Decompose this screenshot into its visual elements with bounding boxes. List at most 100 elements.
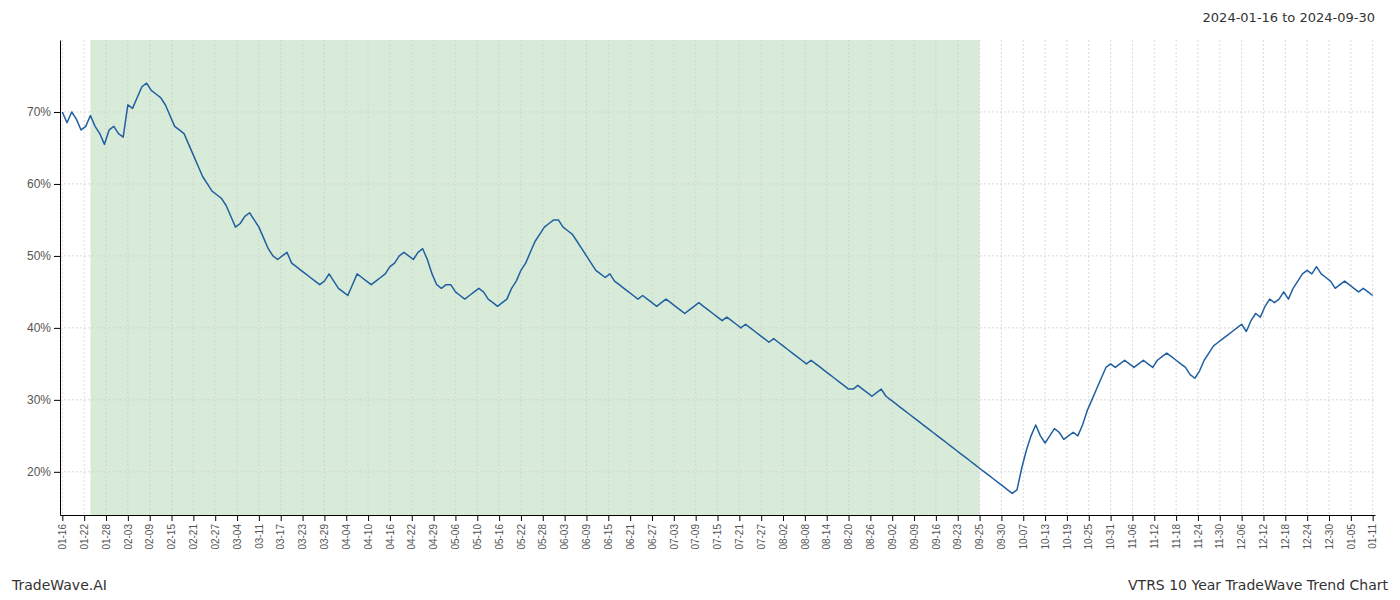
- x-tick: 12-30: [1324, 515, 1335, 550]
- spans: [90, 40, 979, 515]
- x-tick-label: 08-08: [800, 524, 811, 550]
- x-grid-line: [651, 40, 652, 515]
- y-tick-label: 70%: [27, 105, 51, 119]
- x-tick-label: 03-29: [319, 524, 330, 550]
- x-tick-mark: [783, 515, 784, 521]
- x-tick-label: 08-26: [865, 524, 876, 550]
- x-grid-line: [1001, 40, 1002, 515]
- x-grid-line: [1197, 40, 1198, 515]
- x-tick: 05-22: [516, 515, 527, 550]
- x-tick-mark: [477, 515, 478, 521]
- x-tick: 02-03: [123, 515, 134, 550]
- x-tick: 09-23: [952, 515, 963, 550]
- x-tick: 02-09: [144, 515, 155, 550]
- x-grid-line: [1066, 40, 1067, 515]
- x-grid-line: [630, 40, 631, 515]
- x-tick-label: 10-31: [1105, 524, 1116, 550]
- x-tick-mark: [128, 515, 129, 521]
- x-tick-mark: [1089, 515, 1090, 521]
- x-tick-mark: [434, 515, 435, 521]
- x-grid-line: [346, 40, 347, 515]
- x-tick-mark: [1351, 515, 1352, 521]
- x-grid-line: [608, 40, 609, 515]
- y-tick-mark: [54, 256, 60, 257]
- x-tick-mark: [1242, 515, 1243, 521]
- x-tick-label: 09-23: [952, 524, 963, 550]
- x-tick: 09-25: [974, 515, 985, 550]
- x-grid-line: [826, 40, 827, 515]
- x-tick-label: 11-06: [1127, 524, 1138, 549]
- x-tick-label: 11-18: [1171, 524, 1182, 549]
- y-tick-mark: [54, 400, 60, 401]
- x-tick-mark: [193, 515, 194, 521]
- y-grid-line: [60, 471, 1375, 472]
- x-tick: 07-21: [734, 515, 745, 550]
- x-tick: 09-09: [909, 515, 920, 550]
- x-tick-mark: [1198, 515, 1199, 521]
- x-tick-label: 06-09: [581, 524, 592, 550]
- x-tick-label: 10-25: [1083, 524, 1094, 550]
- x-grid-line: [957, 40, 958, 515]
- y-grid-line: [60, 183, 1375, 184]
- x-grid-line: [280, 40, 281, 515]
- x-tick-mark: [914, 515, 915, 521]
- x-tick-mark: [455, 515, 456, 521]
- x-tick-mark: [1373, 515, 1374, 521]
- x-tick-label: 12-12: [1258, 524, 1269, 550]
- x-tick: 02-15: [166, 515, 177, 550]
- x-tick-mark: [696, 515, 697, 521]
- x-tick-mark: [150, 515, 151, 521]
- y-tick-label: 60%: [27, 177, 51, 191]
- x-tick-label: 01-22: [79, 524, 90, 550]
- x-tick-mark: [718, 515, 719, 521]
- x-tick-label: 12-18: [1280, 524, 1291, 550]
- x-tick-label: 05-28: [537, 524, 548, 550]
- x-tick: 11-06: [1127, 515, 1138, 549]
- x-tick-label: 04-10: [363, 524, 374, 550]
- x-tick: 06-27: [647, 515, 658, 550]
- x-tick: 08-26: [865, 515, 876, 550]
- x-grid-line: [914, 40, 915, 515]
- x-tick-label: 04-16: [385, 524, 396, 550]
- x-grid-line: [717, 40, 718, 515]
- x-tick-label: 10-07: [1018, 524, 1029, 550]
- x-grid-line: [1088, 40, 1089, 515]
- x-grid-line: [1285, 40, 1286, 515]
- x-tick-label: 07-09: [690, 524, 701, 550]
- x-grid-line: [804, 40, 805, 515]
- x-tick-label: 11-24: [1193, 524, 1204, 549]
- x-tick-label: 07-21: [734, 524, 745, 550]
- x-grid-line: [62, 40, 63, 515]
- x-tick-mark: [980, 515, 981, 521]
- x-tick-label: 03-11: [254, 524, 265, 549]
- x-tick-label: 11-30: [1214, 524, 1225, 549]
- x-grid-line: [237, 40, 238, 515]
- x-tick-mark: [870, 515, 871, 521]
- x-grid-line: [84, 40, 85, 515]
- x-tick: 03-29: [319, 515, 330, 550]
- x-tick: 07-27: [756, 515, 767, 550]
- x-tick-label: 01-05: [1346, 524, 1357, 550]
- y-tick: 20%: [27, 465, 60, 479]
- x-tick-mark: [1307, 515, 1308, 521]
- x-tick: 10-31: [1105, 515, 1116, 550]
- x-tick: 02-27: [210, 515, 221, 550]
- x-tick: 04-04: [341, 515, 352, 550]
- x-tick-label: 09-02: [887, 524, 898, 550]
- x-tick-mark: [172, 515, 173, 521]
- x-tick: 02-21: [188, 515, 199, 550]
- x-tick-mark: [827, 515, 828, 521]
- x-tick: 03-17: [275, 515, 286, 550]
- trend-line: [62, 83, 1372, 493]
- y-tick-label: 20%: [27, 465, 51, 479]
- x-tick: 08-08: [800, 515, 811, 550]
- x-tick: 05-16: [494, 515, 505, 550]
- annotation: TradeWave.AI: [11, 577, 107, 593]
- x-tick: 11-12: [1149, 515, 1160, 549]
- x-grid-line: [870, 40, 871, 515]
- x-tick-label: 12-06: [1236, 524, 1247, 550]
- x-tick: 11-24: [1193, 515, 1204, 549]
- x-tick: 01-05: [1346, 515, 1357, 550]
- x-tick: 01-28: [101, 515, 112, 550]
- y-grid-line: [60, 255, 1375, 256]
